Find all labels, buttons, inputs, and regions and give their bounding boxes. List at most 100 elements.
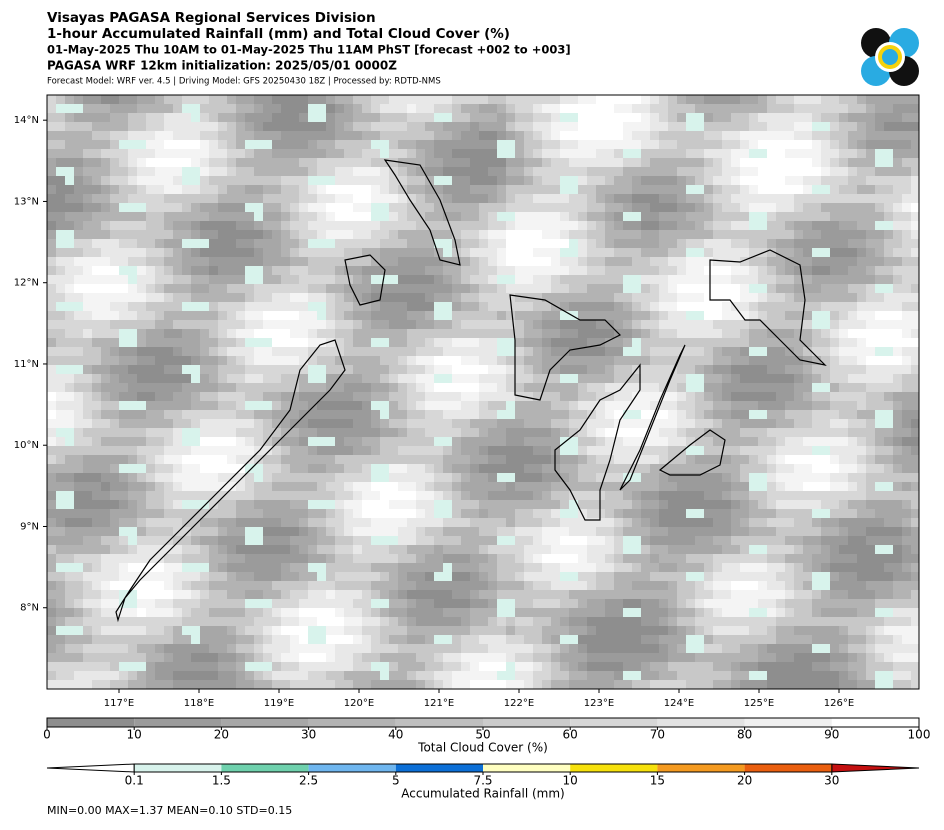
cloud-cell [596,158,605,167]
cloud-cell [488,257,497,266]
cloud-cell [488,230,497,239]
cloud-cell [164,302,173,311]
cloud-cell [74,320,83,329]
cloud-cell [344,545,353,554]
cloud-cell [317,563,326,572]
cloud-cell [155,149,164,158]
cloud-cell [245,95,254,104]
cloud-cell [839,356,848,365]
cloud-cell [515,113,524,122]
cloud-cell [875,320,884,329]
cloud-cell [902,275,911,284]
cloud-cell [200,383,209,392]
cloud-cell [371,392,380,401]
cloud-cell [254,455,263,464]
cloud-cell [533,122,542,131]
cloud-cell [893,302,902,311]
cloud-cell [281,383,290,392]
cloud-cell [848,455,857,464]
cloud-cell [47,383,56,392]
cloud-cell [695,185,704,194]
cloud-cell [731,518,740,527]
cloud-cell [848,383,857,392]
cloud-cell [119,509,128,518]
cloud-cell [83,428,92,437]
cloud-cell [605,329,614,338]
cloud-cell [470,293,479,302]
cloud-cell [812,284,821,293]
cloud-cell [704,491,713,500]
cloud-cell [83,212,92,221]
cloud-cell [281,113,290,122]
cloud-cell [146,203,155,212]
cloud-cell [317,185,326,194]
cloud-cell [533,284,542,293]
cloud-cell [596,374,605,383]
cloud-cell [110,185,119,194]
cloud-cell [560,158,569,167]
cloud-cell [389,95,398,104]
cloud-cell [155,212,164,221]
cloud-cell [686,536,695,545]
cloud-cell [245,473,254,482]
cloud-cell [245,392,254,401]
cloud-cell [632,509,641,518]
cloud-cell [776,482,785,491]
cloud-cell [281,104,290,113]
cloud-cell [893,176,902,185]
cloud-cell [452,248,461,257]
cloud-cell [227,356,236,365]
cloud-cell [893,257,902,266]
cloud-cell [803,545,812,554]
cloud-cell [65,374,74,383]
cloud-cell [74,311,83,320]
cloud-cell [416,149,425,158]
cloud-cell [758,338,767,347]
cloud-cell [848,374,857,383]
cloud-cell [173,518,182,527]
cloud-cell [191,194,200,203]
cloud-cell [92,392,101,401]
cloud-cell [119,365,128,374]
cloud-cell [902,464,911,473]
cloud-cell [272,203,281,212]
cloud-cell [704,149,713,158]
cloud-cell [506,536,515,545]
cloud-cell [434,518,443,527]
cloud-cell [443,374,452,383]
cloud-cell [614,104,623,113]
cloud-cell [218,428,227,437]
cloud-cell [479,437,488,446]
cloud-cell [605,284,614,293]
cloud-cell [452,536,461,545]
cloud-cell [434,302,443,311]
cloud-cell [452,410,461,419]
cloud-cell [101,257,110,266]
cloud-cell [650,293,659,302]
cloud-cell [767,284,776,293]
cloud-cell [317,410,326,419]
cloud-cell [290,185,299,194]
cloud-cell [236,563,245,572]
cloud-cell [47,464,56,473]
cloud-cell [218,563,227,572]
cloud-cell [317,239,326,248]
cloud-cell [596,284,605,293]
cloud-cell [47,275,56,284]
cloud-cell [191,383,200,392]
cloud-cell [668,473,677,482]
cloud-cell [524,284,533,293]
cloud-cell [398,140,407,149]
cloud-cell [740,536,749,545]
cloud-cell [650,275,659,284]
cloud-cell [668,563,677,572]
cloud-cell [92,518,101,527]
cloud-cell [164,230,173,239]
cloud-cell [74,491,83,500]
cloud-cell [560,509,569,518]
cloud-cell [362,203,371,212]
cloud-cell [515,509,524,518]
cloud-cell [776,356,785,365]
cloud-cell [443,491,452,500]
cloud-cell [866,401,875,410]
